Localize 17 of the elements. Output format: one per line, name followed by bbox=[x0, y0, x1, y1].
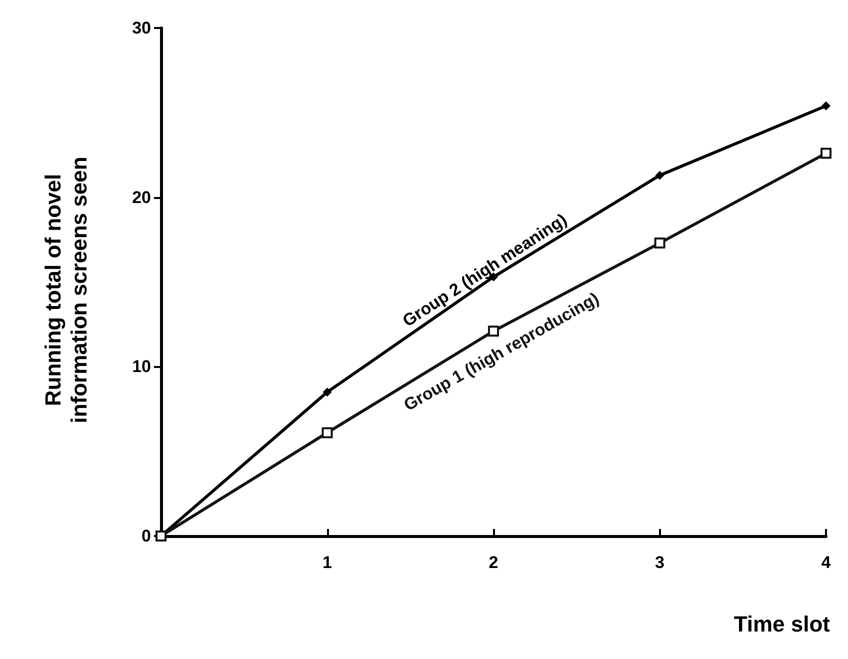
point bbox=[655, 170, 664, 180]
y-axis-title: Running total of novel information screens seen bbox=[40, 156, 92, 424]
y-tick-label: 30 bbox=[132, 18, 151, 38]
y-tick-label: 20 bbox=[132, 188, 151, 207]
y-tick-label: 0 bbox=[142, 526, 151, 546]
x-axis-title: Time slot bbox=[734, 612, 831, 636]
x-tick-label: 1 bbox=[322, 553, 332, 572]
point bbox=[322, 427, 333, 438]
point bbox=[488, 326, 499, 337]
point bbox=[654, 238, 666, 249]
point bbox=[822, 101, 830, 110]
x-tick-label: 2 bbox=[488, 553, 498, 572]
point bbox=[820, 148, 832, 159]
x-tick-label: 3 bbox=[655, 553, 664, 572]
y-tick-label: 10 bbox=[132, 357, 151, 376]
point bbox=[322, 388, 332, 397]
x-tick-label: 4 bbox=[821, 553, 832, 572]
